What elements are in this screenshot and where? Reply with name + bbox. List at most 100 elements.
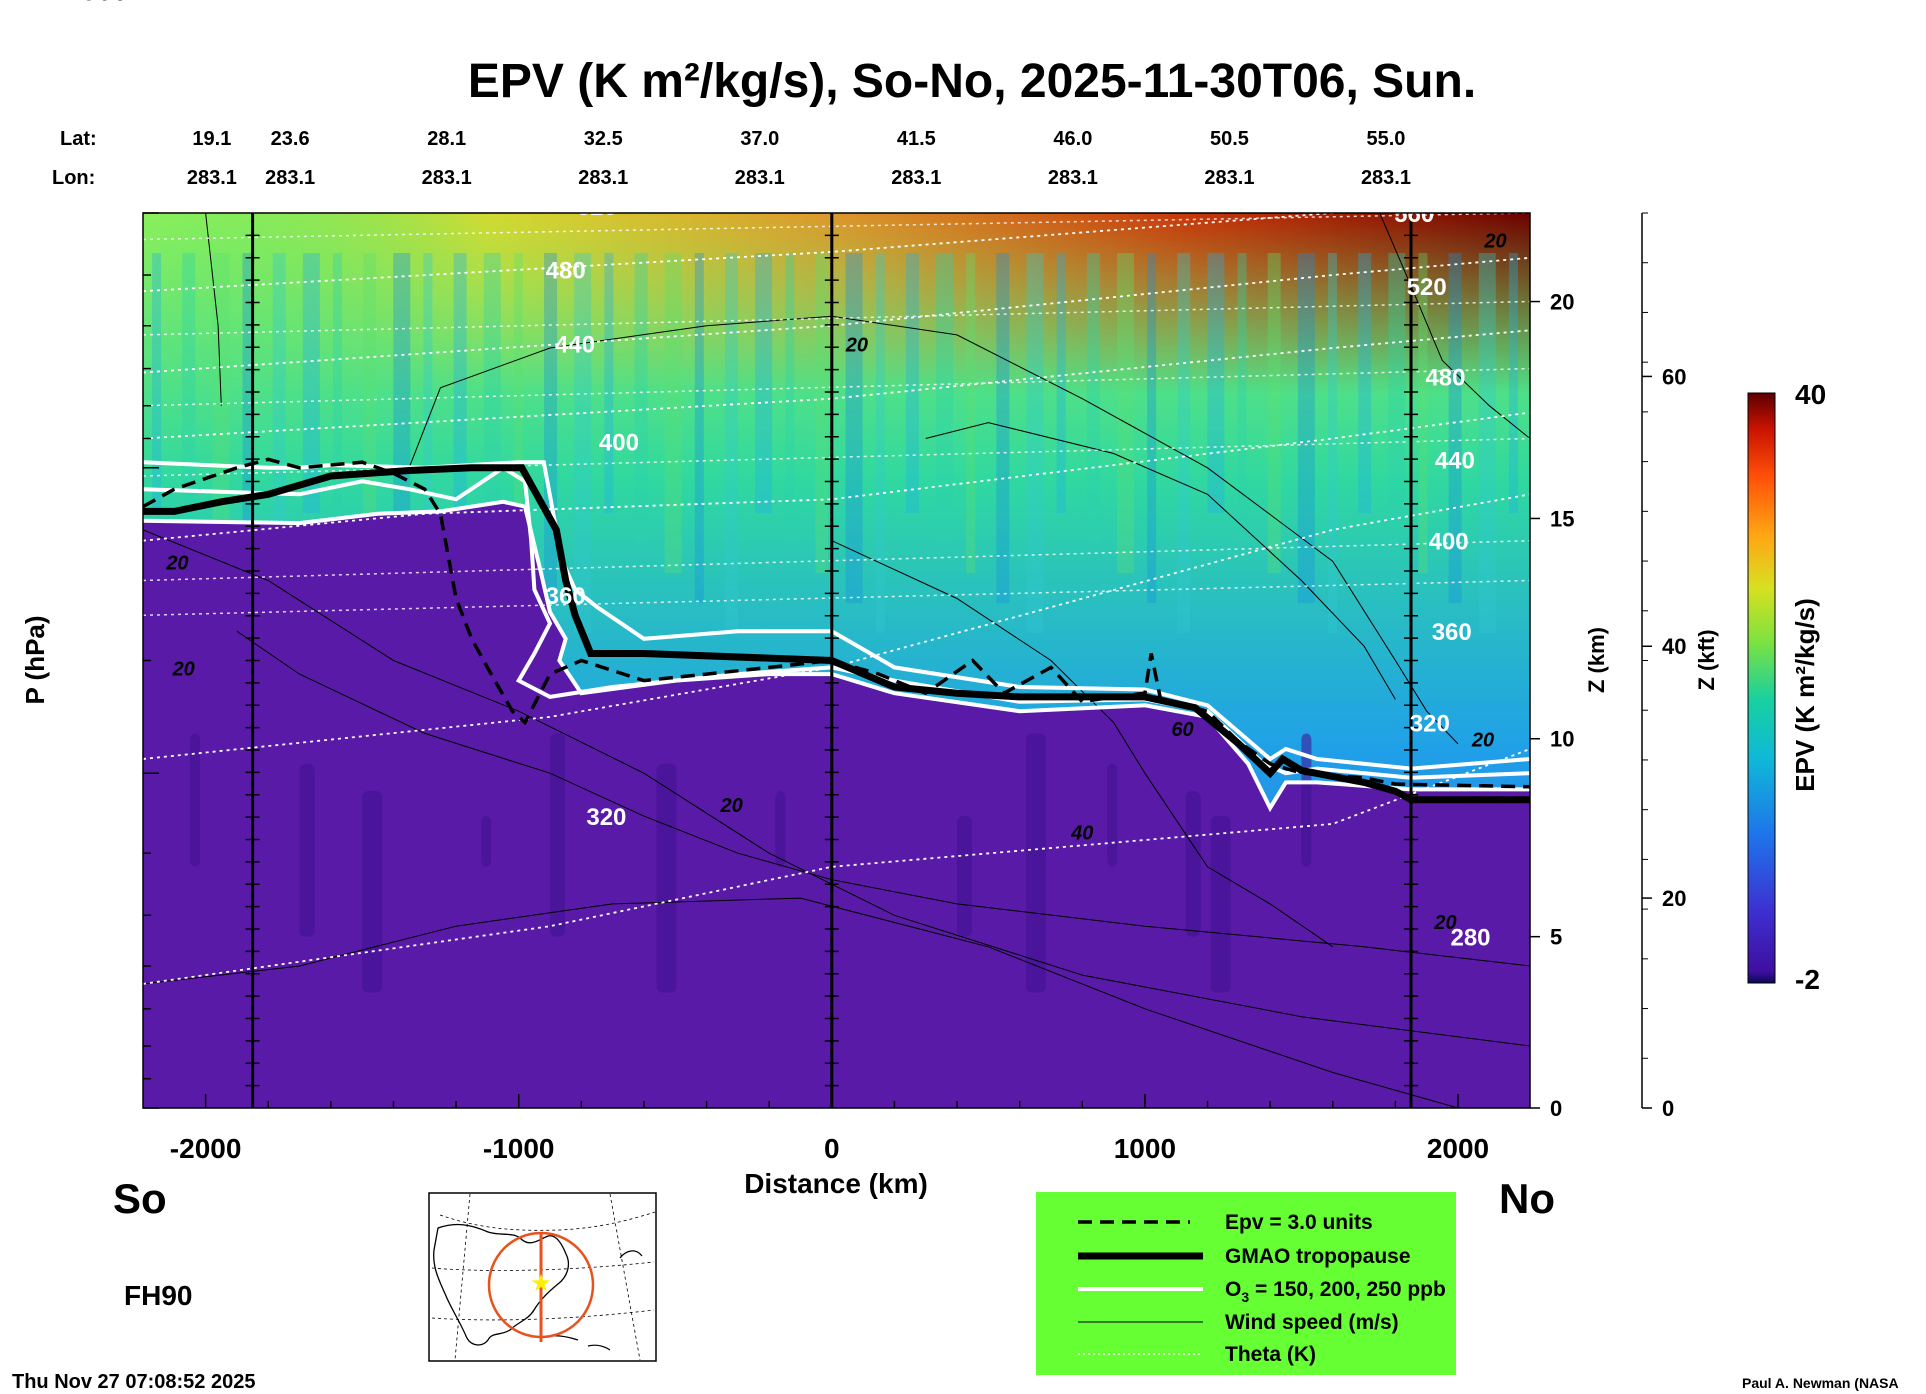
z-kft-axis-label: Z (kft) bbox=[1694, 629, 1719, 690]
z-kft-tick-label: 40 bbox=[1662, 634, 1686, 659]
negative-epv-patch bbox=[656, 763, 677, 993]
epv-streak bbox=[152, 253, 162, 513]
station-marker-lines bbox=[245, 213, 1419, 1108]
theta-contour bbox=[143, 300, 1530, 336]
epv-streak bbox=[1448, 253, 1462, 603]
station-lat-value: 41.5 bbox=[897, 128, 936, 150]
epv-streak bbox=[996, 253, 1010, 603]
pressure-tick-label: 40 bbox=[97, 0, 128, 6]
epv-streak bbox=[936, 253, 954, 543]
colorbar-title: EPV (K m²/kg/s) bbox=[1790, 598, 1820, 792]
y-axis-label: P (hPa) bbox=[20, 615, 50, 704]
epv-streak bbox=[1328, 253, 1338, 633]
theta-label: 480 bbox=[1425, 364, 1465, 391]
ozone-150-contour bbox=[143, 460, 1530, 771]
epv-streak bbox=[544, 253, 558, 603]
epv-streak bbox=[453, 253, 467, 513]
theta-label: 560 bbox=[1394, 201, 1434, 228]
theta-contour bbox=[143, 256, 1530, 374]
epv-streak bbox=[242, 253, 252, 603]
tropospheric-low-epv-region bbox=[143, 501, 1530, 1108]
epv-streak bbox=[905, 253, 919, 513]
wind-speed-contour bbox=[236, 630, 1530, 967]
z-kft-tick-label: 20 bbox=[1662, 886, 1686, 911]
station-lat-value: 37.0 bbox=[740, 128, 779, 150]
negative-epv-patch bbox=[481, 816, 492, 867]
wind-speed-label: 20 bbox=[719, 795, 742, 817]
negative-epv-patch bbox=[550, 733, 566, 937]
negative-epv-patch bbox=[1107, 763, 1118, 867]
epv-streak bbox=[815, 253, 829, 573]
chart-title: EPV (K m²/kg/s), So-No, 2025-11-30T06, S… bbox=[468, 55, 1476, 108]
epv-streak bbox=[845, 253, 863, 603]
epv-streak bbox=[755, 253, 773, 513]
station-lat-value: 46.0 bbox=[1053, 128, 1092, 150]
theta-label: 360 bbox=[546, 583, 586, 610]
x-axis-label: Distance (km) bbox=[744, 1168, 928, 1199]
station-lat-value: 55.0 bbox=[1367, 128, 1406, 150]
legend-wind-label: Wind speed (m/s) bbox=[1225, 1311, 1399, 1334]
theta-contour bbox=[143, 329, 1530, 440]
epv-streak bbox=[875, 253, 885, 633]
epv-3-contour bbox=[143, 457, 1530, 789]
map-coastline bbox=[619, 1250, 643, 1259]
timestamp: Thu Nov 27 07:08:52 2025 bbox=[12, 1371, 255, 1393]
wind-speed-contour bbox=[143, 529, 1530, 1047]
station-lat-value: 19.1 bbox=[192, 128, 231, 150]
epv-streak bbox=[483, 253, 501, 543]
epv-streak bbox=[1297, 253, 1315, 603]
epv-streak bbox=[1478, 253, 1496, 633]
theta-labels: 520 480 440 400 360 320 280 560 520 480 440 400 360 3… bbox=[546, 201, 1491, 952]
theta-label: 400 bbox=[1429, 529, 1469, 556]
negative-epv-patch bbox=[189, 733, 200, 867]
epv-streak bbox=[694, 253, 704, 603]
epv-streak bbox=[423, 253, 433, 633]
negative-epv-patch bbox=[1025, 733, 1046, 993]
negative-epv-patches bbox=[189, 733, 1312, 993]
epv-streak bbox=[1388, 253, 1406, 543]
theta-label: 440 bbox=[1435, 447, 1475, 474]
legend-epv3-label: Epv = 3.0 units bbox=[1225, 1211, 1373, 1234]
theta-label: 400 bbox=[599, 430, 639, 457]
epv-streak bbox=[724, 253, 738, 633]
theta-label: 360 bbox=[1432, 619, 1472, 646]
epv-streak bbox=[1267, 253, 1281, 573]
theta-label: 320 bbox=[586, 804, 626, 831]
negative-epv-patch bbox=[362, 791, 383, 993]
lat-row-label: Lat: bbox=[60, 128, 97, 150]
theta-contour bbox=[143, 213, 1346, 293]
epv-streak bbox=[1147, 253, 1157, 603]
negative-epv-patch bbox=[775, 791, 786, 867]
legend-theta-label: Theta (K) bbox=[1225, 1343, 1316, 1366]
epv-streak bbox=[1418, 253, 1428, 573]
wind-speed-contour bbox=[205, 213, 222, 406]
colorbar-frame bbox=[1747, 392, 1776, 984]
z-kft-tick-label: 0 bbox=[1662, 1096, 1674, 1121]
credit: Paul A. Newman (NASA bbox=[1742, 1375, 1899, 1391]
station-lon-value: 283.1 bbox=[578, 167, 628, 189]
epv-streak bbox=[182, 253, 196, 543]
lon-row-label: Lon: bbox=[52, 167, 95, 189]
station-header: Lat: Lon: 19.1 283.1 23.6 283.1 28.1 283.1 32.… bbox=[52, 128, 1411, 189]
wind-speed-contours bbox=[143, 213, 1530, 1108]
theta-contour bbox=[143, 367, 1530, 407]
map-graticule bbox=[454, 1193, 641, 1361]
pressure-tick-label: 1000 bbox=[66, 0, 128, 6]
wind-speed-label: 20 bbox=[172, 658, 195, 680]
x-tick-label: -1000 bbox=[483, 1133, 555, 1164]
epv-streak bbox=[785, 253, 795, 543]
colorbar-min-label: -2 bbox=[1795, 964, 1820, 995]
plot-area: 520 480 440 400 360 320 280 560 520 480 440 400 360 3… bbox=[143, 201, 1530, 1108]
epv-streak bbox=[1056, 253, 1066, 513]
wind-speed-label: 60 bbox=[1171, 719, 1193, 741]
legend-tropopause-label: GMAO tropopause bbox=[1225, 1245, 1411, 1268]
z-km-axis-label: Z (km) bbox=[1584, 627, 1609, 693]
station-lat-value: 23.6 bbox=[271, 128, 310, 150]
colorbar: 40 -2 EPV (K m²/kg/s) bbox=[1747, 379, 1826, 995]
station-lon-value: 283.1 bbox=[1204, 167, 1254, 189]
station-lat-value: 28.1 bbox=[427, 128, 466, 150]
negative-epv-patch bbox=[1185, 791, 1201, 937]
wind-speed-contour bbox=[925, 422, 1396, 700]
theta-label: 520 bbox=[1407, 274, 1447, 301]
